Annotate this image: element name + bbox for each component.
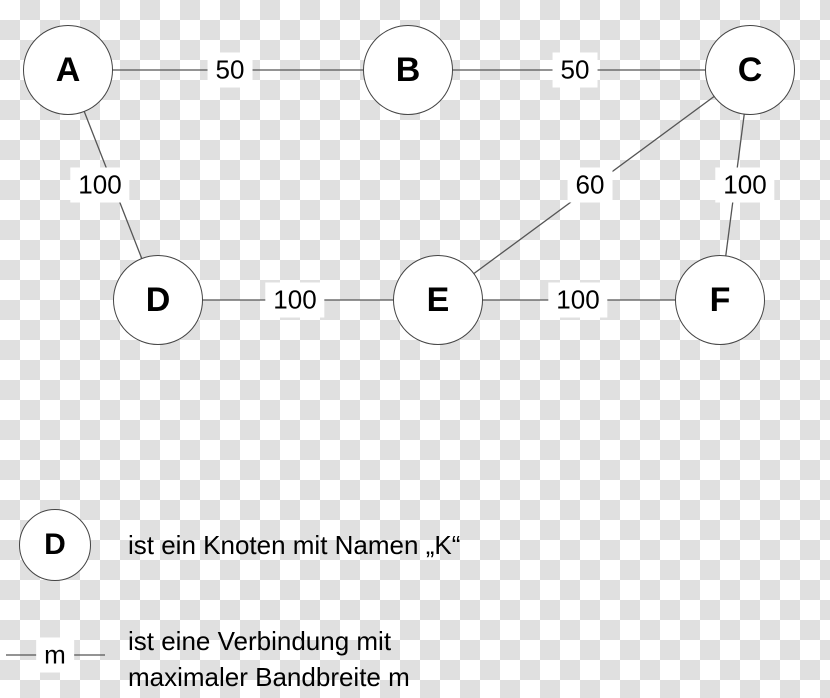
legend-edge-text-1: ist eine Verbindung mit: [128, 626, 391, 657]
legend-edge-text-2: maximaler Bandbreite m: [128, 662, 410, 693]
edge-label-a-b: 50: [208, 53, 253, 88]
edge-label-a-d: 100: [70, 168, 129, 203]
diagram-canvas: 50 50 100 60 100 100 100 A B C D E F D i…: [0, 0, 830, 698]
node-b: B: [363, 25, 453, 115]
edge-label-e-f: 100: [548, 283, 607, 318]
node-a: A: [23, 25, 113, 115]
legend-node-text: ist ein Knoten mit Namen „K“: [128, 530, 460, 561]
node-c: C: [705, 25, 795, 115]
node-d: D: [113, 255, 203, 345]
legend-edge-label: m: [36, 638, 74, 673]
node-f: F: [675, 255, 765, 345]
edge-label-b-c: 50: [553, 53, 598, 88]
edge-label-c-e: 60: [568, 168, 613, 203]
node-e: E: [393, 255, 483, 345]
edge-label-d-e: 100: [265, 283, 324, 318]
edge-label-c-f: 100: [715, 168, 774, 203]
legend-node-sample: D: [19, 509, 91, 581]
